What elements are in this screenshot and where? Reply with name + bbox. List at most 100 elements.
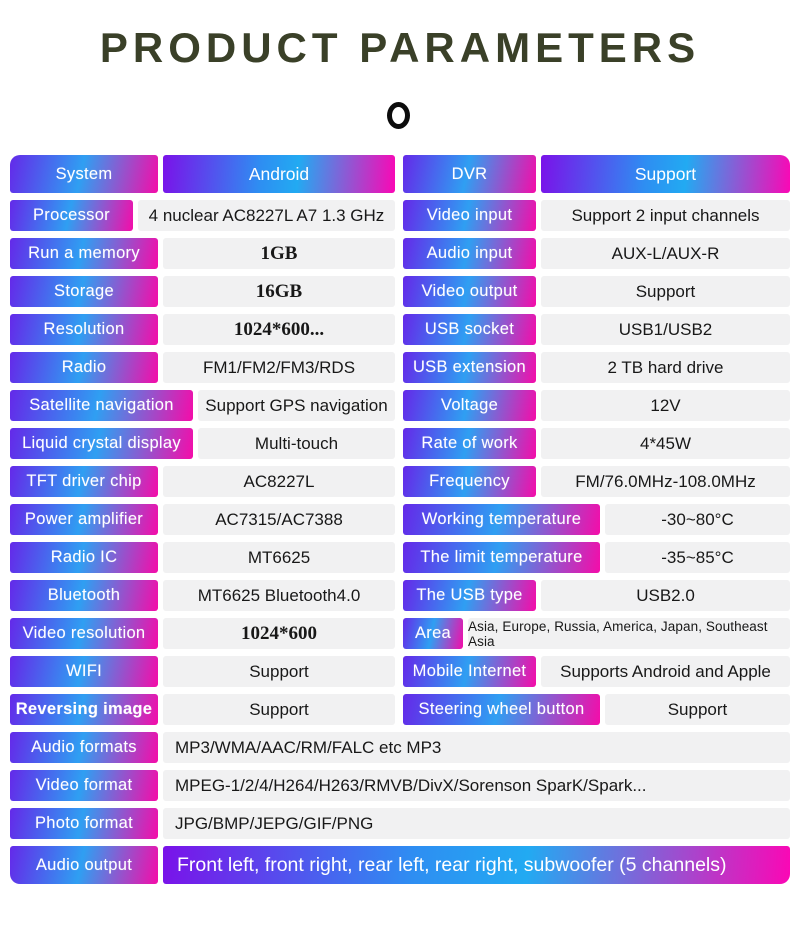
row-frequency: Frequency FM/76.0MHz-108.0MHz: [403, 466, 790, 497]
param-value-usb-socket: USB1/USB2: [541, 314, 790, 345]
param-label-working-temperature: Working temperature: [403, 504, 600, 535]
param-label-tft-driver-chip: TFT driver chip: [10, 466, 158, 497]
param-value-audio-output: Front left, front right, rear left, rear…: [163, 846, 790, 884]
row-area: Area Asia, Europe, Russia, America, Japan…: [403, 618, 790, 649]
param-label-dvr: DVR: [403, 155, 536, 193]
param-label-the-usb-type: The USB type: [403, 580, 536, 611]
row-the-usb-type: The USB type USB2.0: [403, 580, 790, 611]
row-system: System Android: [10, 155, 395, 193]
param-value-wifi: Support: [163, 656, 395, 687]
row-satellite-navigation: Satellite navigation Support GPS navigati…: [10, 390, 395, 421]
row-working-temperature: Working temperature -30~80°C: [403, 504, 790, 535]
param-label-audio-formats: Audio formats: [10, 732, 158, 763]
parameters-table: System Android Processor 4 nuclear AC8227L …: [10, 155, 790, 884]
param-value-dvr: Support: [541, 155, 790, 193]
param-label-system: System: [10, 155, 158, 193]
row-dvr: DVR Support: [403, 155, 790, 193]
row-video-input: Video input Support 2 input channels: [403, 200, 790, 231]
param-value-system: Android: [163, 155, 395, 193]
param-label-bluetooth: Bluetooth: [10, 580, 158, 611]
param-value-the-usb-type: USB2.0: [541, 580, 790, 611]
row-audio-formats: Audio formats MP3/WMA/AAC/RM/FALC etc MP3: [10, 732, 790, 763]
param-label-area: Area: [403, 618, 463, 649]
param-value-run-a-memory: 1GB: [163, 238, 395, 269]
param-value-satellite-navigation: Support GPS navigation: [198, 390, 395, 421]
full-width-rows: Audio formats MP3/WMA/AAC/RM/FALC etc MP3…: [10, 732, 790, 884]
row-usb-extension: USB extension 2 TB hard drive: [403, 352, 790, 383]
param-value-area: Asia, Europe, Russia, America, Japan, So…: [468, 618, 790, 649]
param-label-voltage: Voltage: [403, 390, 536, 421]
row-resolution: Resolution 1024*600...: [10, 314, 395, 345]
row-usb-socket: USB socket USB1/USB2: [403, 314, 790, 345]
row-power-amplifier: Power amplifier AC7315/AC7388: [10, 504, 395, 535]
param-label-usb-extension: USB extension: [403, 352, 536, 383]
param-value-radio-ic: MT6625: [163, 542, 395, 573]
param-value-audio-formats: MP3/WMA/AAC/RM/FALC etc MP3: [163, 732, 790, 763]
row-voltage: Voltage 12V: [403, 390, 790, 421]
row-reversing-image: Reversing image Support: [10, 694, 395, 725]
param-label-usb-socket: USB socket: [403, 314, 536, 345]
row-video-resolution: Video resolution 1024*600: [10, 618, 395, 649]
param-value-liquid-crystal-display: Multi-touch: [198, 428, 395, 459]
param-label-rate-of-work: Rate of work: [403, 428, 536, 459]
row-storage: Storage 16GB: [10, 276, 395, 307]
param-value-photo-format: JPG/BMP/JEPG/GIF/PNG: [163, 808, 790, 839]
param-label-reversing-image: Reversing image: [10, 694, 158, 725]
param-label-storage: Storage: [10, 276, 158, 307]
param-label-radio-ic: Radio IC: [10, 542, 158, 573]
param-value-mobile-internet: Supports Android and Apple: [541, 656, 790, 687]
param-label-processor: Processor: [10, 200, 133, 231]
param-label-audio-input: Audio input: [403, 238, 536, 269]
param-label-video-output: Video output: [403, 276, 536, 307]
param-value-frequency: FM/76.0MHz-108.0MHz: [541, 466, 790, 497]
row-photo-format: Photo format JPG/BMP/JEPG/GIF/PNG: [10, 808, 790, 839]
param-label-audio-output: Audio output: [10, 846, 158, 884]
param-value-steering-wheel-button: Support: [605, 694, 790, 725]
row-mobile-internet: Mobile Internet Supports Android and Appl…: [403, 656, 790, 687]
row-tft-driver-chip: TFT driver chip AC8227L: [10, 466, 395, 497]
param-value-power-amplifier: AC7315/AC7388: [163, 504, 395, 535]
param-value-video-output: Support: [541, 276, 790, 307]
row-video-output: Video output Support: [403, 276, 790, 307]
param-label-video-input: Video input: [403, 200, 536, 231]
param-label-power-amplifier: Power amplifier: [10, 504, 158, 535]
param-value-video-input: Support 2 input channels: [541, 200, 790, 231]
right-column: DVR Support Video input Support 2 input cha…: [403, 155, 790, 725]
param-value-usb-extension: 2 TB hard drive: [541, 352, 790, 383]
param-label-satellite-navigation: Satellite navigation: [10, 390, 193, 421]
param-value-radio: FM1/FM2/FM3/RDS: [163, 352, 395, 383]
row-audio-input: Audio input AUX-L/AUX-R: [403, 238, 790, 269]
row-processor: Processor 4 nuclear AC8227L A7 1.3 GHz: [10, 200, 395, 231]
param-value-resolution: 1024*600...: [163, 314, 395, 345]
param-value-audio-input: AUX-L/AUX-R: [541, 238, 790, 269]
param-value-video-format: MPEG-1/2/4/H264/H263/RMVB/DivX/Sorenson …: [163, 770, 790, 801]
param-label-steering-wheel-button: Steering wheel button: [403, 694, 600, 725]
param-label-run-a-memory: Run a memory: [10, 238, 158, 269]
param-value-working-temperature: -30~80°C: [605, 504, 790, 535]
left-column: System Android Processor 4 nuclear AC8227L …: [10, 155, 395, 725]
param-label-radio: Radio: [10, 352, 158, 383]
row-steering-wheel-button: Steering wheel button Support: [403, 694, 790, 725]
row-bluetooth: Bluetooth MT6625 Bluetooth4.0: [10, 580, 395, 611]
param-value-video-resolution: 1024*600: [163, 618, 395, 649]
param-label-the-limit-temperature: The limit temperature: [403, 542, 600, 573]
param-label-video-resolution: Video resolution: [10, 618, 158, 649]
row-rate-of-work: Rate of work 4*45W: [403, 428, 790, 459]
row-video-format: Video format MPEG-1/2/4/H264/H263/RMVB/Di…: [10, 770, 790, 801]
ring-decoration: [386, 102, 410, 129]
param-value-the-limit-temperature: -35~85°C: [605, 542, 790, 573]
row-radio-ic: Radio IC MT6625: [10, 542, 395, 573]
row-the-limit-temperature: The limit temperature -35~85°C: [403, 542, 790, 573]
param-label-video-format: Video format: [10, 770, 158, 801]
param-value-bluetooth: MT6625 Bluetooth4.0: [163, 580, 395, 611]
param-label-wifi: WIFI: [10, 656, 158, 687]
param-value-processor: 4 nuclear AC8227L A7 1.3 GHz: [138, 200, 395, 231]
row-run-a-memory: Run a memory 1GB: [10, 238, 395, 269]
param-value-storage: 16GB: [163, 276, 395, 307]
param-label-frequency: Frequency: [403, 466, 536, 497]
param-label-resolution: Resolution: [10, 314, 158, 345]
param-label-photo-format: Photo format: [10, 808, 158, 839]
param-value-voltage: 12V: [541, 390, 790, 421]
param-value-reversing-image: Support: [163, 694, 395, 725]
